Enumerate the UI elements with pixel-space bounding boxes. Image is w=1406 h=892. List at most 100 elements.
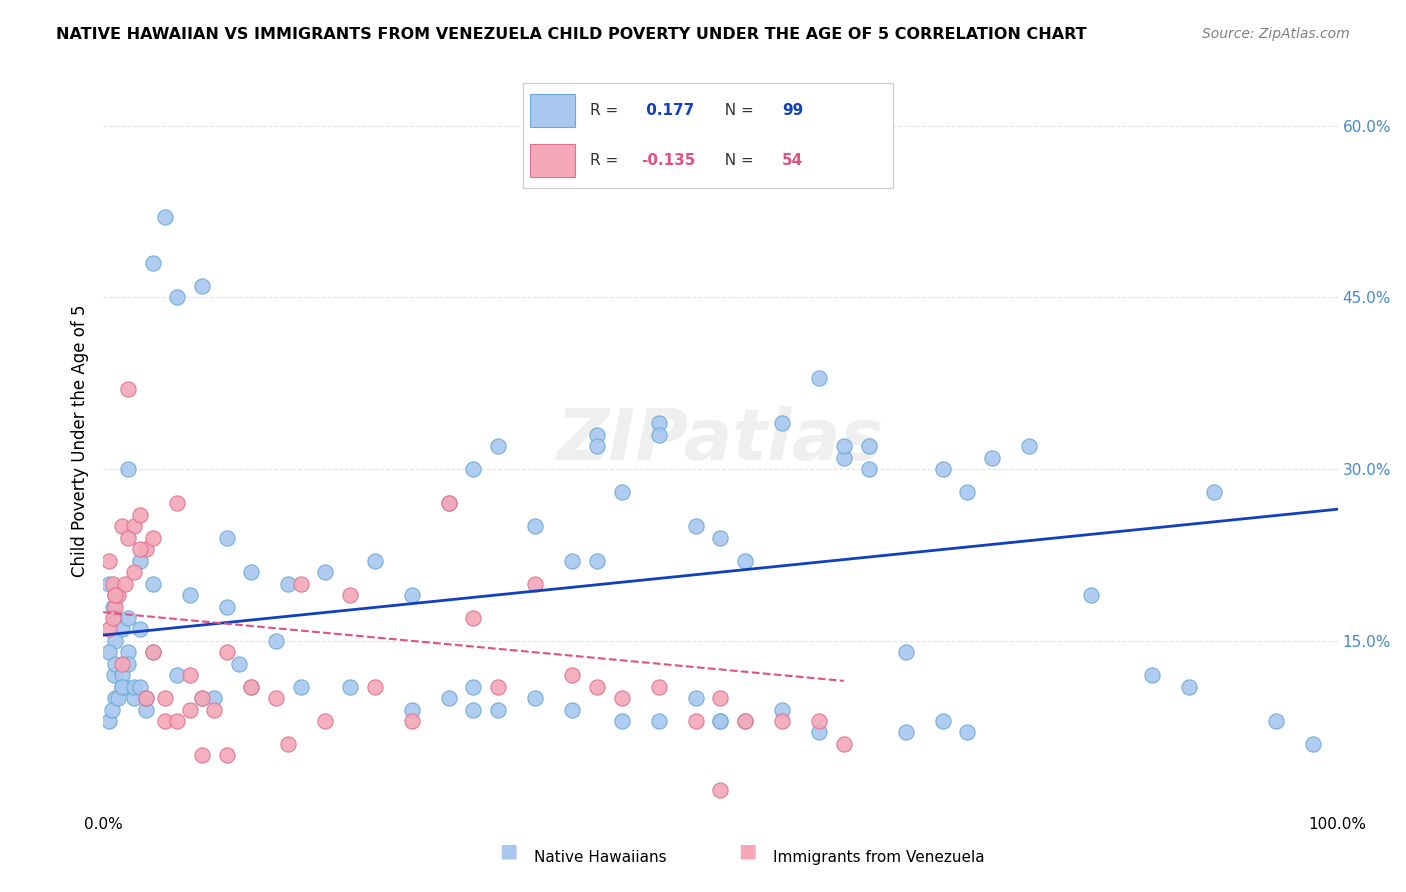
Point <box>215 748 238 763</box>
Point <box>1264 714 1286 728</box>
Point <box>685 691 707 706</box>
Point <box>240 680 263 694</box>
Point <box>215 645 238 659</box>
Point <box>98 554 121 568</box>
Point <box>685 714 707 728</box>
Point <box>1142 668 1164 682</box>
Point <box>104 691 127 706</box>
Point <box>894 645 917 659</box>
Point <box>98 623 121 637</box>
Point <box>202 702 225 716</box>
Point <box>114 576 136 591</box>
Point <box>314 565 336 579</box>
Point <box>129 554 152 568</box>
Point <box>524 691 547 706</box>
Point <box>277 737 299 751</box>
Point <box>111 668 134 682</box>
Point <box>610 691 633 706</box>
Point <box>166 290 188 304</box>
Point <box>314 714 336 728</box>
Point <box>364 680 387 694</box>
Point <box>463 462 485 476</box>
Point <box>734 714 756 728</box>
Point <box>179 588 201 602</box>
Point <box>101 611 124 625</box>
Point <box>486 702 509 716</box>
Point <box>437 496 460 510</box>
Point <box>832 737 855 751</box>
Point <box>101 576 124 591</box>
Point <box>129 508 152 522</box>
Point <box>524 519 547 533</box>
Point <box>709 782 731 797</box>
Point <box>153 714 176 728</box>
Point <box>141 531 163 545</box>
Point <box>129 623 152 637</box>
Point <box>858 462 880 476</box>
Point <box>179 668 201 682</box>
Point <box>1204 485 1226 500</box>
Point <box>647 427 669 442</box>
Point <box>931 714 953 728</box>
Point <box>129 542 152 557</box>
Point <box>956 485 979 500</box>
Point <box>111 623 134 637</box>
Point <box>98 714 121 728</box>
Point <box>770 714 793 728</box>
Point <box>1178 680 1201 694</box>
Point <box>179 702 201 716</box>
Point <box>166 668 188 682</box>
Point <box>240 680 263 694</box>
Point <box>685 519 707 533</box>
Point <box>808 370 831 384</box>
Point <box>1080 588 1102 602</box>
Point <box>215 531 238 545</box>
Point <box>191 691 214 706</box>
Point <box>290 680 312 694</box>
Point <box>103 668 125 682</box>
Point <box>709 531 731 545</box>
Point <box>463 611 485 625</box>
Point <box>191 691 214 706</box>
Point <box>586 439 609 453</box>
Point <box>586 680 609 694</box>
Point <box>240 565 263 579</box>
Point <box>486 439 509 453</box>
Point <box>104 657 127 671</box>
Point <box>610 714 633 728</box>
Point <box>98 576 121 591</box>
Y-axis label: Child Poverty Under the Age of 5: Child Poverty Under the Age of 5 <box>72 304 89 577</box>
Point <box>1302 737 1324 751</box>
Point <box>561 554 583 568</box>
Point <box>437 691 460 706</box>
Point <box>808 725 831 739</box>
Point <box>832 439 855 453</box>
Point <box>100 702 122 716</box>
Point <box>647 714 669 728</box>
Point <box>586 427 609 442</box>
Point <box>709 714 731 728</box>
Point <box>561 702 583 716</box>
Point <box>122 680 145 694</box>
Point <box>647 417 669 431</box>
Point <box>107 588 129 602</box>
Point <box>104 611 127 625</box>
Point <box>339 680 361 694</box>
Point <box>107 691 129 706</box>
Point <box>117 382 139 396</box>
Point <box>191 748 214 763</box>
Point <box>117 611 139 625</box>
Point <box>98 645 121 659</box>
Point <box>228 657 250 671</box>
Text: ZIPatlas: ZIPatlas <box>557 406 884 475</box>
Point <box>141 645 163 659</box>
Point <box>264 633 287 648</box>
Text: ■: ■ <box>499 842 517 861</box>
Point <box>166 496 188 510</box>
Point <box>135 702 157 716</box>
Point <box>117 657 139 671</box>
Point <box>111 680 134 694</box>
Text: Native Hawaiians: Native Hawaiians <box>534 850 666 865</box>
Point <box>111 657 134 671</box>
Point <box>141 645 163 659</box>
